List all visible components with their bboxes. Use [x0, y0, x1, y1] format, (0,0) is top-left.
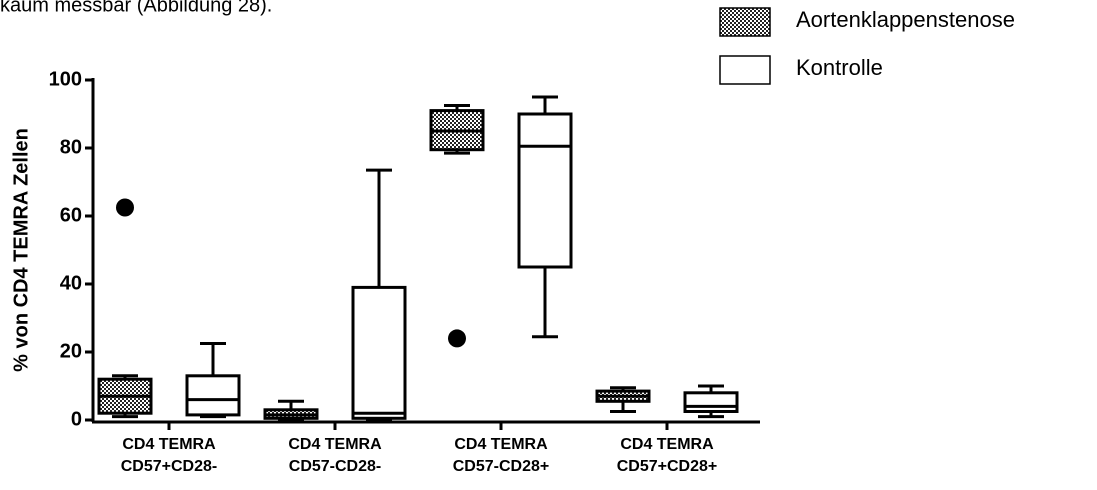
box [351, 285, 407, 420]
x-tick-label: CD4 TEMRA [620, 436, 714, 453]
x-tick-label: CD4 TEMRA [122, 436, 216, 453]
x-tick-label: CD57+CD28- [121, 458, 217, 475]
outlier [448, 329, 466, 348]
outlier [116, 198, 134, 217]
y-tick-label: 20 [60, 340, 82, 362]
box [683, 391, 739, 413]
legend-label: Kontrolle [796, 55, 883, 80]
legend-label: Aortenklappenstenose [796, 7, 1015, 32]
y-tick-label: 40 [60, 272, 82, 294]
x-tick-label: CD57-CD28+ [453, 458, 549, 475]
x-tick-label: CD4 TEMRA [454, 436, 548, 453]
y-tick-label: 80 [60, 136, 82, 158]
y-tick-label: 0 [71, 408, 82, 430]
box [517, 112, 573, 269]
x-tick-label: CD4 TEMRA [288, 436, 382, 453]
y-tick-label: 60 [60, 204, 82, 226]
x-tick-label: CD57+CD28+ [617, 458, 718, 475]
text-above: kaum messbar (Abbildung 28). [0, 0, 272, 16]
y-tick-label: 100 [49, 68, 82, 90]
y-axis-label: % von CD4 TEMRA Zellen [10, 128, 32, 372]
legend-swatch [719, 7, 771, 37]
x-tick-label: CD57-CD28- [289, 458, 381, 475]
box [185, 374, 241, 417]
legend-swatch [719, 55, 771, 85]
